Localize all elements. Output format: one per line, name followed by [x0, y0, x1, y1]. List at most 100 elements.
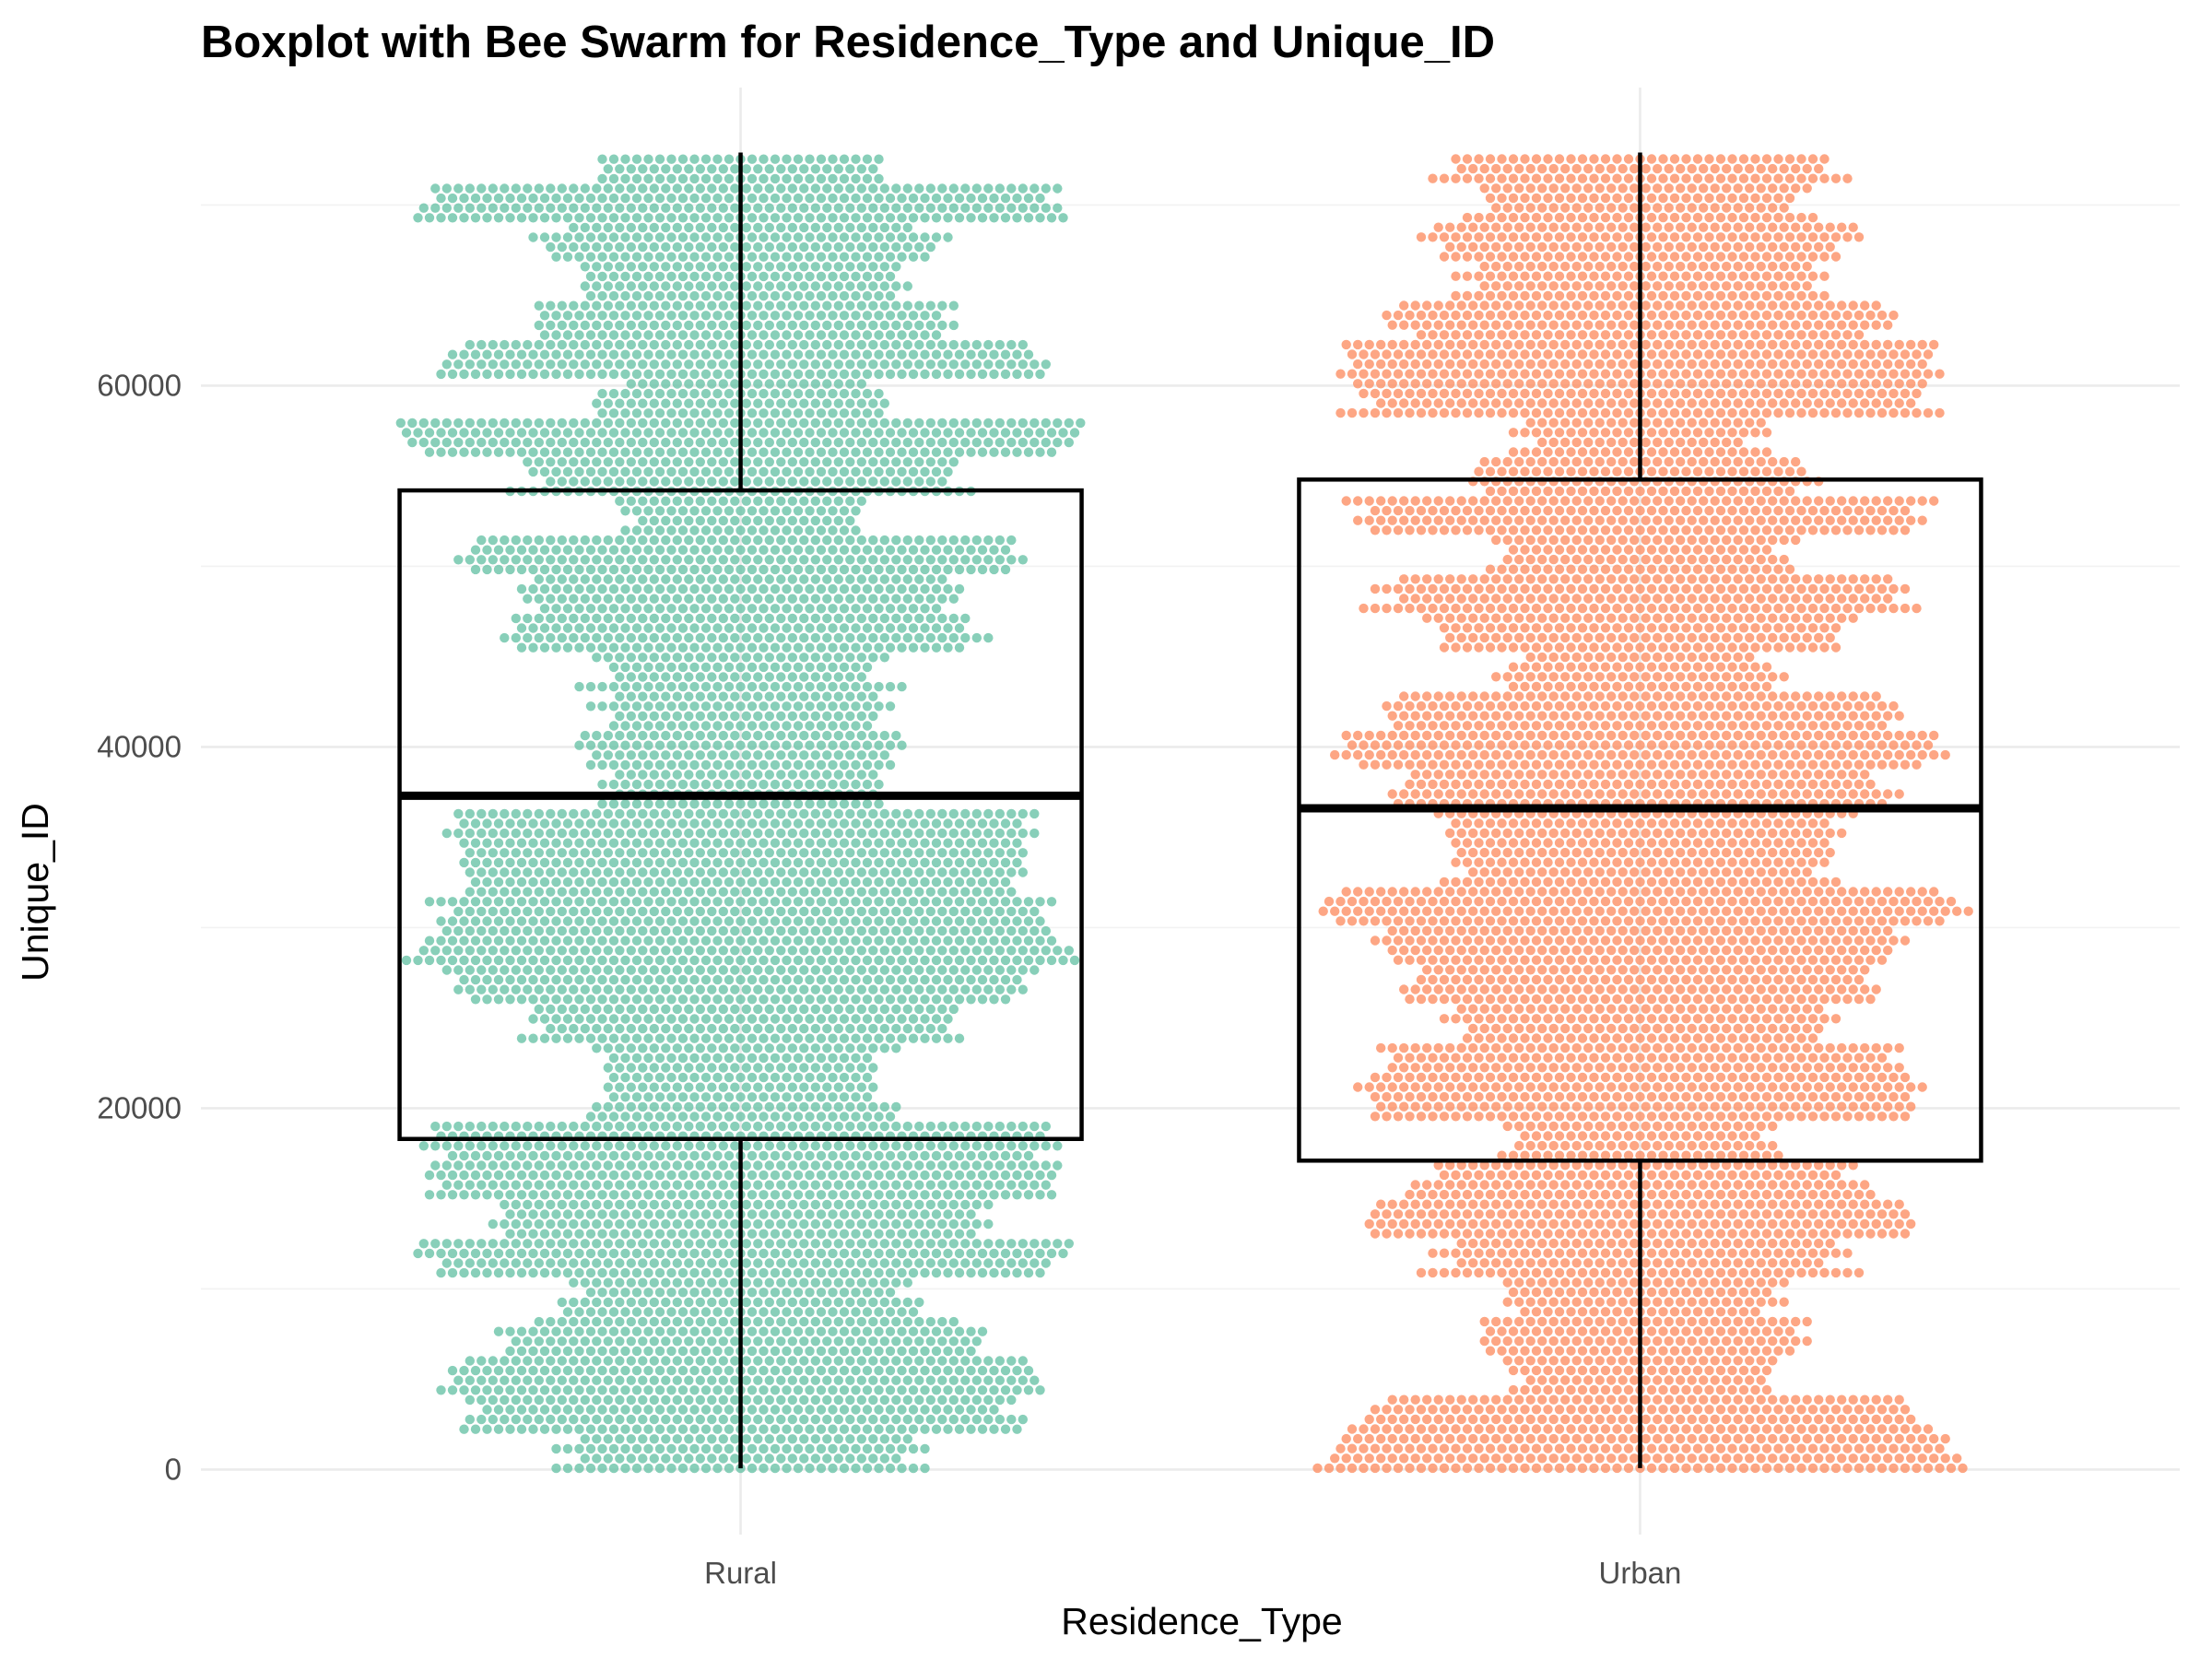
swarm-point	[453, 359, 464, 370]
swarm-point	[828, 779, 838, 790]
swarm-point	[689, 818, 700, 829]
swarm-point	[770, 740, 781, 750]
swarm-point	[770, 408, 781, 418]
swarm-point	[592, 281, 602, 291]
swarm-point	[597, 290, 607, 301]
swarm-point	[643, 838, 653, 848]
swarm-point	[977, 564, 988, 575]
swarm-point	[799, 281, 809, 291]
swarm-point	[631, 1014, 642, 1024]
swarm-point	[684, 613, 694, 624]
swarm-point	[631, 1326, 642, 1336]
swarm-point	[822, 1160, 832, 1171]
swarm-point	[539, 1150, 550, 1161]
swarm-point	[649, 1434, 659, 1444]
swarm-point	[902, 359, 912, 370]
swarm-point	[902, 339, 912, 350]
swarm-point	[626, 437, 636, 448]
swarm-point	[822, 1453, 832, 1464]
swarm-point	[845, 300, 855, 311]
swarm-point	[718, 672, 728, 682]
swarm-point	[879, 437, 889, 448]
swarm-point	[453, 1180, 464, 1190]
swarm-point	[465, 965, 475, 975]
swarm-point	[810, 457, 820, 467]
swarm-point	[534, 1336, 544, 1347]
swarm-point	[592, 1199, 602, 1210]
swarm-point	[631, 1463, 642, 1474]
swarm-point	[677, 1307, 688, 1317]
swarm-point	[897, 935, 907, 946]
swarm-point	[597, 1112, 607, 1122]
swarm-point	[856, 477, 866, 487]
swarm-point	[856, 1336, 866, 1347]
swarm-point	[608, 408, 619, 418]
swarm-point	[654, 974, 665, 985]
swarm-point	[649, 1394, 659, 1406]
swarm-point	[684, 1453, 694, 1464]
swarm-point	[695, 750, 705, 760]
swarm-point	[1018, 1141, 1029, 1151]
swarm-point	[626, 1414, 636, 1425]
swarm-point	[776, 828, 786, 839]
swarm-point	[937, 1336, 947, 1347]
swarm-point	[891, 339, 901, 350]
swarm-point	[747, 1326, 758, 1336]
swarm-point	[569, 1258, 579, 1268]
swarm-point	[1023, 349, 1034, 359]
swarm-point	[925, 1394, 935, 1406]
swarm-point	[689, 916, 700, 926]
swarm-point	[908, 369, 919, 380]
swarm-point	[534, 965, 544, 975]
swarm-point	[793, 1150, 804, 1161]
swarm-point	[816, 877, 827, 888]
swarm-point	[868, 1082, 878, 1092]
swarm-point	[638, 1277, 648, 1288]
swarm-point	[770, 1072, 781, 1083]
swarm-point	[828, 916, 838, 926]
swarm-point	[902, 1277, 912, 1288]
swarm-point	[1006, 359, 1017, 370]
swarm-point	[782, 779, 792, 790]
swarm-point	[828, 1072, 838, 1083]
swarm-point	[597, 1405, 607, 1415]
swarm-point	[799, 1414, 809, 1425]
swarm-point	[937, 359, 947, 370]
swarm-point	[707, 1218, 717, 1230]
swarm-point	[684, 418, 694, 429]
swarm-point	[597, 1385, 607, 1395]
swarm-point	[643, 1385, 653, 1395]
swarm-point	[638, 1414, 648, 1425]
swarm-point	[753, 613, 763, 624]
swarm-point	[477, 555, 487, 565]
swarm-point	[562, 1326, 573, 1336]
swarm-point	[925, 946, 935, 956]
swarm-point	[747, 271, 758, 282]
swarm-point	[470, 838, 481, 848]
swarm-point	[937, 984, 947, 994]
swarm-point	[782, 1405, 792, 1415]
swarm-point	[718, 730, 728, 741]
swarm-point	[810, 379, 820, 389]
swarm-point	[608, 1033, 619, 1043]
swarm-point	[626, 808, 636, 819]
swarm-point	[700, 1307, 712, 1317]
swarm-point	[1000, 369, 1011, 380]
swarm-point	[597, 604, 607, 614]
swarm-point	[488, 828, 498, 839]
swarm-point	[626, 1063, 636, 1073]
swarm-point	[724, 857, 735, 868]
swarm-point	[551, 857, 561, 868]
swarm-point	[759, 311, 769, 321]
swarm-point	[654, 1346, 665, 1357]
swarm-point	[851, 428, 861, 438]
swarm-point	[654, 564, 665, 575]
swarm-point	[787, 1141, 797, 1151]
swarm-point	[626, 1023, 636, 1034]
swarm-point	[851, 838, 861, 848]
swarm-point	[753, 672, 763, 682]
swarm-point	[868, 1199, 878, 1210]
swarm-point	[718, 1375, 728, 1385]
swarm-point	[603, 1258, 613, 1268]
swarm-point	[580, 1180, 590, 1190]
